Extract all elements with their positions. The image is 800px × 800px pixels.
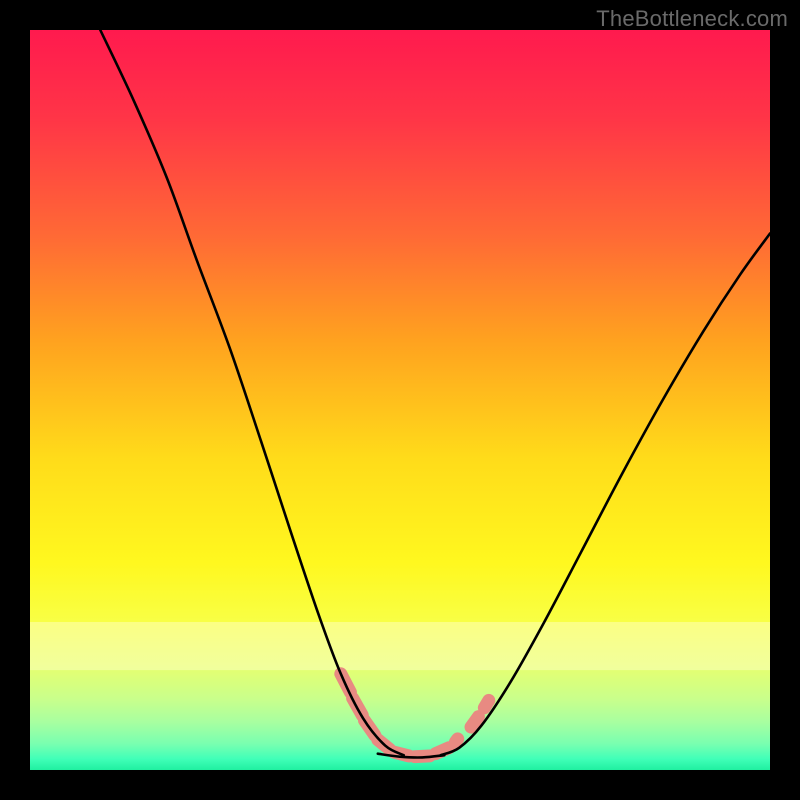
trough-dash xyxy=(471,717,478,727)
chart-root: TheBottleneck.com xyxy=(0,0,800,800)
trough-dash xyxy=(484,700,488,707)
watermark-text: TheBottleneck.com xyxy=(596,6,788,32)
trough-dash xyxy=(456,739,458,742)
bottleneck-chart xyxy=(0,0,800,800)
highlight-band xyxy=(30,622,770,670)
